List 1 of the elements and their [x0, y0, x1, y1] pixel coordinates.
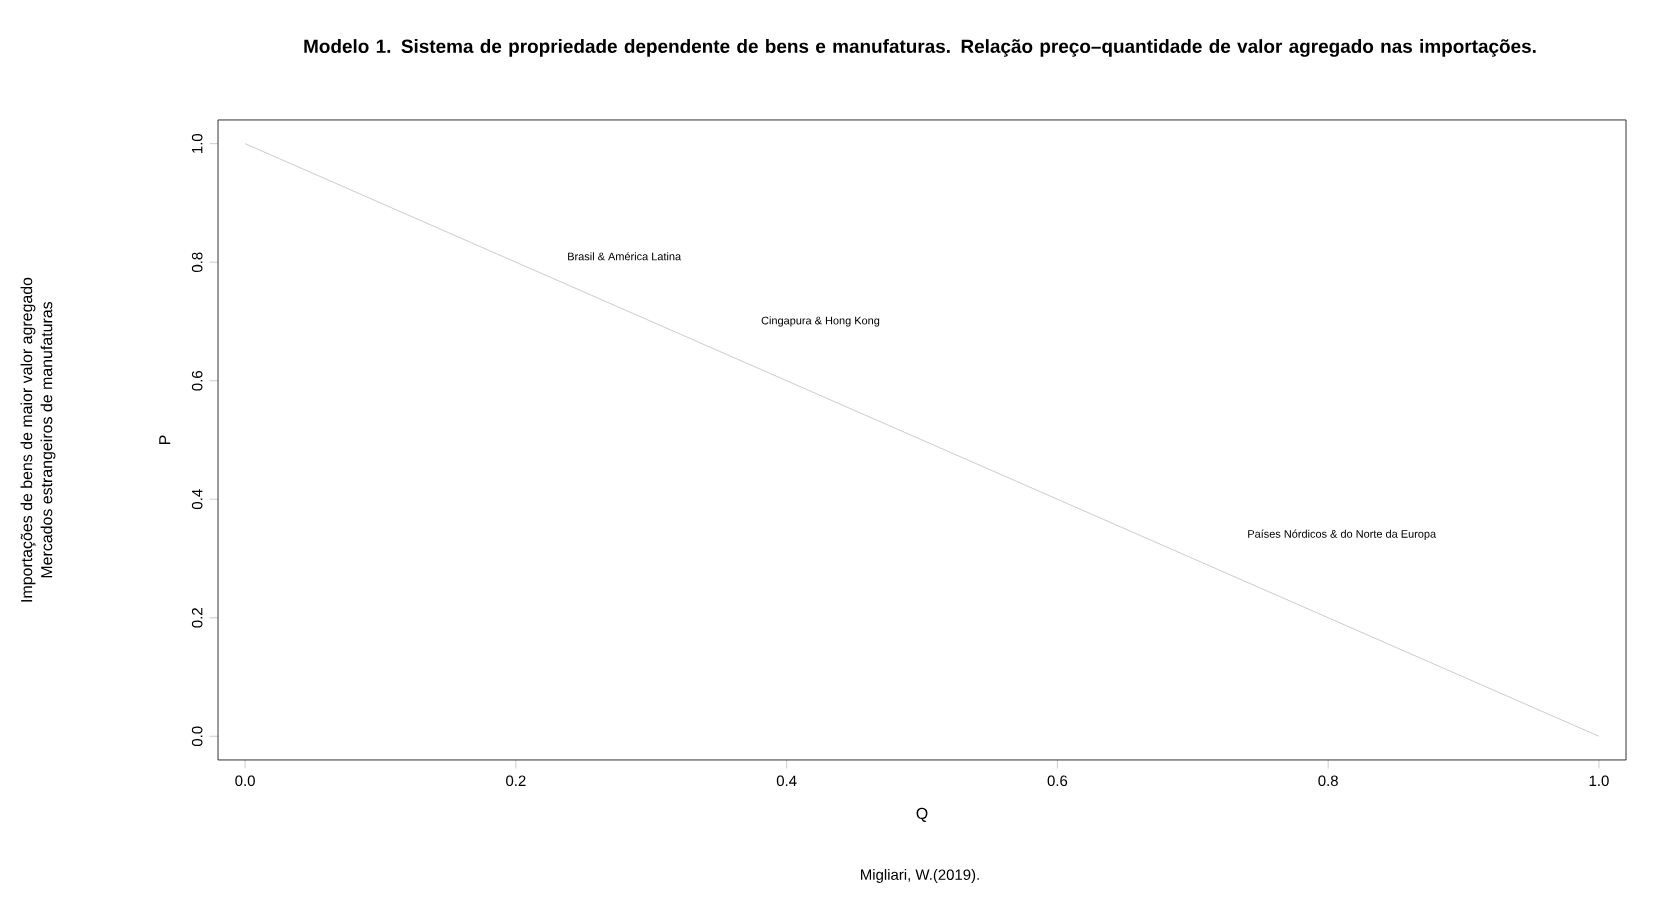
chart-title: Modelo 1. Sistema de propriedade dependente de bens e manufaturas. Relação preço–quantidade de valor agregado nas importações. [304, 39, 1536, 57]
